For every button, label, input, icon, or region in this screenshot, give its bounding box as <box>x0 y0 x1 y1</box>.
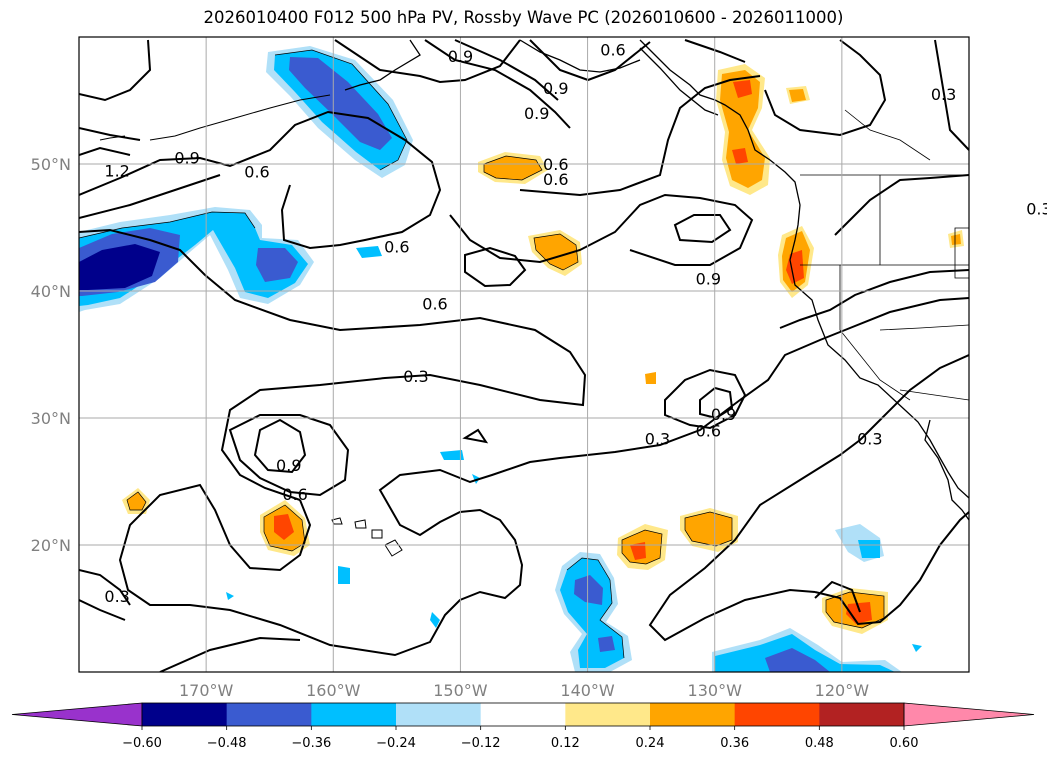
contour-label: 0.6 <box>244 163 269 182</box>
longitude-tick-label: 140°W <box>560 681 615 700</box>
colorbar-tick-label: −0.48 <box>207 736 247 751</box>
contour-label: 0.9 <box>174 149 199 168</box>
contour-label: 0.9 <box>276 456 301 475</box>
colorbar-tick-label: 0.24 <box>636 736 665 751</box>
contour-label: 0.6 <box>282 485 307 504</box>
contour-label: 0.3 <box>645 429 670 448</box>
contour-label: 1.2 <box>104 161 129 180</box>
contour-label: 0.3 <box>104 587 129 606</box>
state-borders <box>800 109 969 401</box>
latitude-tick-label: 30°N <box>31 409 71 428</box>
gridlines <box>79 37 969 672</box>
contour-label: 0.9 <box>448 47 473 66</box>
figure-title: 2026010400 F012 500 hPa PV, Rossby Wave … <box>203 8 844 27</box>
colorbar-extend-min <box>11 702 143 727</box>
latitude-tick-label: 20°N <box>31 536 71 555</box>
map-background <box>79 37 969 672</box>
contour-label: 0.6 <box>696 422 721 441</box>
colorbar-outline <box>141 702 905 727</box>
latitude-labels: 20°N 30°N 40°N 50°N <box>31 155 71 555</box>
contour-label: 0.6 <box>384 238 409 257</box>
colorbar-segment <box>650 703 736 726</box>
longitude-tick-label: 160°W <box>306 681 361 700</box>
contour-label: 0.6 <box>543 170 568 189</box>
colorbar-extend-max <box>903 702 1035 727</box>
contour-label: 0.6 <box>543 155 568 174</box>
colorbar-tick-label: −0.12 <box>461 736 501 751</box>
longitude-tick-label: 150°W <box>433 681 488 700</box>
colorbar: −0.60 −0.48 −0.36 −0.24 −0.12 0.12 0.24 0.36 0.4… <box>11 702 1035 751</box>
colorbar-tick-label: 0.12 <box>551 736 580 751</box>
colorbar-tick-label: 0.60 <box>890 736 919 751</box>
contour-labels: 0.30.3 0.30.30.30.30.60.60.60.60.60.60.60… <box>104 41 1047 606</box>
longitude-tick-label: 130°W <box>688 681 743 700</box>
longitude-labels: 170°W 160°W 150°W 140°W 130°W 120°W <box>179 681 869 700</box>
contour-label: 0.9 <box>696 269 721 288</box>
contour-label: 0.6 <box>600 41 625 60</box>
coastlines <box>344 39 969 521</box>
anomaly-outlines <box>79 49 885 659</box>
colorbar-tick-label: 0.48 <box>805 736 834 751</box>
colorbar-segment <box>396 703 482 726</box>
colorbar-tick-label: −0.60 <box>122 736 162 751</box>
longitude-tick-label: 170°W <box>179 681 234 700</box>
colorbar-segment <box>480 703 566 726</box>
contour-label: 0.9 <box>543 79 568 98</box>
colorbar-tick-label: 0.36 <box>720 736 749 751</box>
contour-label: 0.3 <box>1026 199 1047 218</box>
map-frame <box>78 36 970 673</box>
longitude-tick-label: 120°W <box>815 681 870 700</box>
latitude-tick-label: 50°N <box>31 155 71 174</box>
contour-label: 0.3 <box>403 367 428 386</box>
colorbar-tick-label: −0.36 <box>291 736 331 751</box>
contour-label: 0.3 <box>931 85 956 104</box>
contour-label: 0.9 <box>711 405 736 424</box>
colorbar-tick-label: −0.24 <box>376 736 416 751</box>
contour-label: 0.6 <box>422 295 447 314</box>
colorbar-segment <box>819 703 905 726</box>
filled-pv-field <box>79 46 964 672</box>
colorbar-segment <box>142 703 228 726</box>
contour-label: 0.3 <box>857 429 882 448</box>
contour-label: 0.9 <box>524 104 549 123</box>
colorbar-segment <box>565 703 651 726</box>
latitude-tick-label: 40°N <box>31 282 71 301</box>
colorbar-segment <box>734 703 820 726</box>
colorbar-segment <box>226 703 312 726</box>
colorbar-segment <box>311 703 397 726</box>
